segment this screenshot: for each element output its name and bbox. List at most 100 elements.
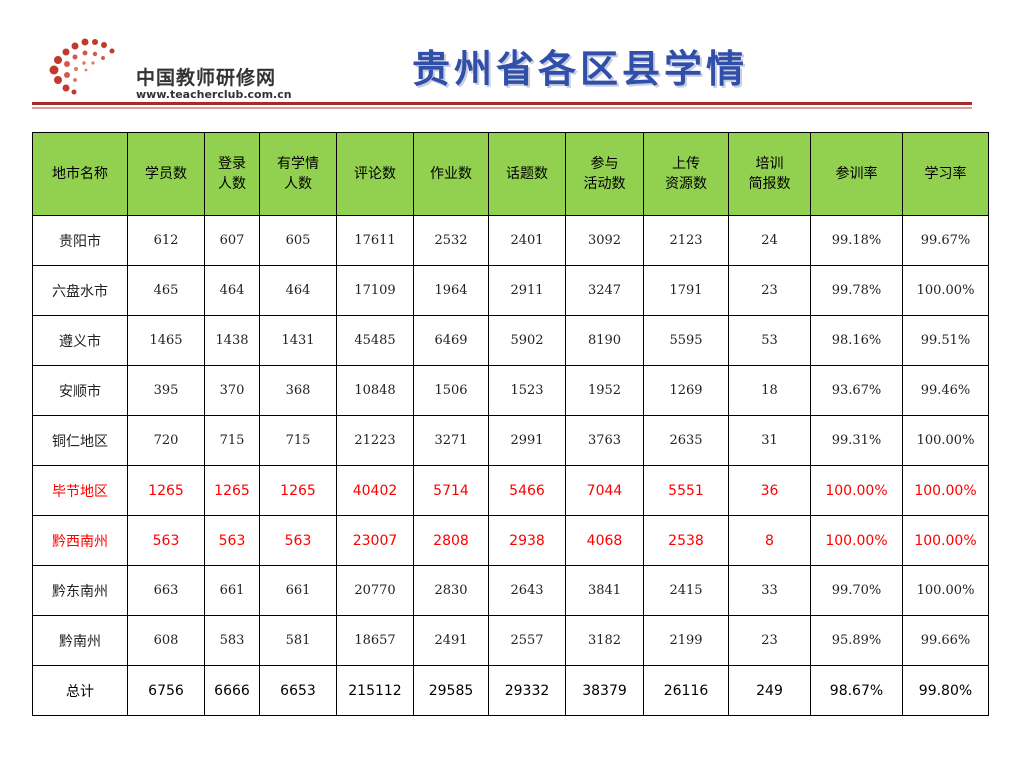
header-briefs: 培训 简报数 — [728, 132, 811, 216]
header-label: 学习率 — [924, 166, 967, 182]
cell: 1431 — [259, 315, 337, 366]
cell: 3092 — [565, 215, 644, 266]
header-comments: 评论数 — [336, 132, 414, 216]
cell: 23 — [728, 615, 811, 666]
cell: 563 — [259, 515, 337, 566]
cell: 4068 — [565, 515, 644, 566]
cell: 100.00% — [810, 515, 903, 566]
cell-city: 黔西南州 — [32, 515, 128, 566]
header-label: 地市名称 — [52, 166, 108, 182]
cell: 29332 — [488, 665, 566, 716]
cell: 24 — [728, 215, 811, 266]
cell: 1523 — [488, 365, 566, 416]
cell-city: 黔东南州 — [32, 565, 128, 616]
cell: 661 — [259, 565, 337, 616]
header-label: 作业数 — [430, 166, 472, 182]
cell: 395 — [127, 365, 205, 416]
cell: 1506 — [413, 365, 489, 416]
cell-city: 铜仁地区 — [32, 415, 128, 466]
cell: 3247 — [565, 265, 644, 316]
cell-city: 总计 — [32, 665, 128, 716]
table-row: 黔东南州 663 661 661 20770 2830 2643 3841 24… — [32, 565, 989, 616]
table-row: 遵义市 1465 1438 1431 45485 6469 5902 8190 … — [32, 315, 989, 366]
cell: 23007 — [336, 515, 414, 566]
cell: 464 — [259, 265, 337, 316]
cell: 2532 — [413, 215, 489, 266]
table-row: 黔南州 608 583 581 18657 2491 2557 3182 219… — [32, 615, 989, 666]
cell: 6469 — [413, 315, 489, 366]
cell: 1265 — [204, 465, 260, 516]
cell-city: 毕节地区 — [32, 465, 128, 516]
cell: 10848 — [336, 365, 414, 416]
cell: 2808 — [413, 515, 489, 566]
header-label: 参与 活动数 — [583, 156, 626, 192]
cell: 45485 — [336, 315, 414, 366]
cell-city: 贵阳市 — [32, 215, 128, 266]
header-logins: 登录 人数 — [204, 132, 260, 216]
cell-city: 遵义市 — [32, 315, 128, 366]
cell: 2491 — [413, 615, 489, 666]
cell: 1964 — [413, 265, 489, 316]
cell: 563 — [127, 515, 205, 566]
header-divider — [32, 102, 972, 105]
cell: 8190 — [565, 315, 644, 366]
cell: 5551 — [643, 465, 729, 516]
table-row: 六盘水市 465 464 464 17109 1964 2911 3247 17… — [32, 265, 989, 316]
logo: 中国教师研修网 www.teacherclub.com.cn — [44, 30, 304, 106]
cell: 100.00% — [902, 465, 989, 516]
cell: 99.67% — [902, 215, 989, 266]
cell: 2199 — [643, 615, 729, 666]
header-label: 上传 资源数 — [665, 156, 707, 192]
table-row: 安顺市 395 370 368 10848 1506 1523 1952 126… — [32, 365, 989, 416]
cell: 7044 — [565, 465, 644, 516]
cell: 100.00% — [902, 515, 989, 566]
logo-dots-icon — [49, 38, 115, 95]
cell: 23 — [728, 265, 811, 316]
cell: 5902 — [488, 315, 566, 366]
cell: 581 — [259, 615, 337, 666]
cell: 5466 — [488, 465, 566, 516]
cell: 6756 — [127, 665, 205, 716]
cell: 1952 — [565, 365, 644, 416]
cell: 99.66% — [902, 615, 989, 666]
cell: 5595 — [643, 315, 729, 366]
cell: 33 — [728, 565, 811, 616]
cell: 100.00% — [902, 565, 989, 616]
logo-name: 中国教师研修网 — [136, 67, 277, 89]
header-students: 学员数 — [127, 132, 205, 216]
cell: 605 — [259, 215, 337, 266]
cell: 98.16% — [810, 315, 903, 366]
header-homework: 作业数 — [413, 132, 489, 216]
cell: 3841 — [565, 565, 644, 616]
cell: 17611 — [336, 215, 414, 266]
cell: 715 — [204, 415, 260, 466]
cell: 2643 — [488, 565, 566, 616]
header-activities: 参与 活动数 — [565, 132, 644, 216]
header-resources: 上传 资源数 — [643, 132, 729, 216]
cell: 2123 — [643, 215, 729, 266]
cell: 5714 — [413, 465, 489, 516]
table-row: 铜仁地区 720 715 715 21223 3271 2991 3763 26… — [32, 415, 989, 466]
header-active: 有学情 人数 — [259, 132, 337, 216]
header-label: 话题数 — [506, 166, 548, 182]
cell: 215112 — [336, 665, 414, 716]
cell: 608 — [127, 615, 205, 666]
cell: 607 — [204, 215, 260, 266]
table-row-highlighted: 黔西南州 563 563 563 23007 2808 2938 4068 25… — [32, 515, 989, 566]
cell: 2938 — [488, 515, 566, 566]
cell-city: 安顺市 — [32, 365, 128, 416]
cell: 249 — [728, 665, 811, 716]
cell: 6666 — [204, 665, 260, 716]
cell: 612 — [127, 215, 205, 266]
cell: 99.80% — [902, 665, 989, 716]
cell: 100.00% — [810, 465, 903, 516]
header-divider-light — [32, 107, 972, 109]
cell: 1465 — [127, 315, 205, 366]
cell: 1265 — [127, 465, 205, 516]
cell: 370 — [204, 365, 260, 416]
header-label: 培训 简报数 — [748, 156, 791, 192]
cell: 99.78% — [810, 265, 903, 316]
cell: 3763 — [565, 415, 644, 466]
cell: 26116 — [643, 665, 729, 716]
